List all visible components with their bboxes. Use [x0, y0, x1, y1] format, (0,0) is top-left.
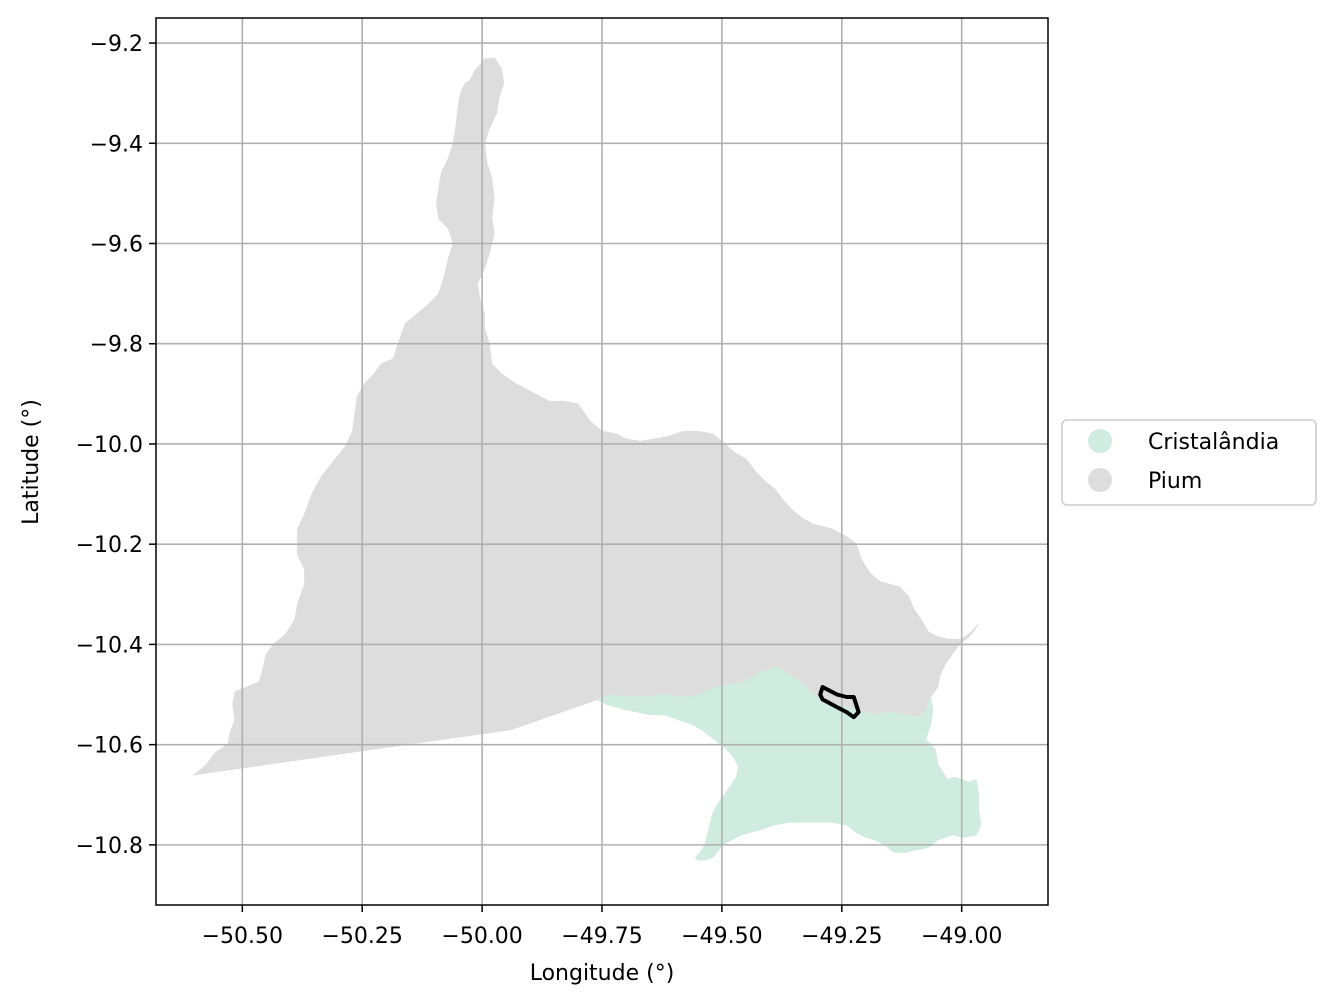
y-tick-label: −10.2	[76, 533, 143, 558]
x-axis-label: Longitude (°)	[530, 961, 675, 986]
grid-layer	[156, 18, 1048, 905]
y-tick-label: −10.6	[76, 734, 143, 759]
y-ticks: −9.2 −9.4 −9.6 −9.8 −10.0 −10.2 −10.4 −10.6 −10.…	[76, 32, 156, 859]
region-cristalandia	[595, 666, 982, 861]
y-tick-label: −9.6	[90, 233, 143, 258]
legend-label-pium: Pium	[1148, 469, 1202, 494]
x-tick-label: −50.25	[322, 924, 403, 949]
regions-layer	[192, 57, 982, 861]
legend: Cristalândia Pium	[1061, 419, 1317, 506]
legend-label-cristalandia: Cristalândia	[1148, 430, 1279, 455]
legend-box	[1061, 419, 1317, 506]
x-tick-label: −49.75	[561, 924, 642, 949]
y-tick-label: −10.0	[76, 433, 143, 458]
y-tick-label: −10.4	[76, 633, 143, 658]
x-tick-label: −49.00	[921, 924, 1002, 949]
y-tick-label: −9.4	[90, 132, 143, 157]
x-tick-label: −50.00	[441, 924, 522, 949]
y-tick-label: −10.8	[76, 834, 143, 859]
y-axis-label: Latitude (°)	[19, 399, 44, 525]
highlight-outline-layer	[818, 685, 861, 720]
x-tick-label: −50.50	[202, 924, 283, 949]
y-tick-label: −9.8	[90, 333, 143, 358]
highlight-outline	[818, 685, 861, 720]
legend-marker-cristalandia	[1088, 429, 1112, 453]
x-ticks: −50.50 −50.25 −50.00 −49.75 −49.50 −49.25 −49.…	[202, 905, 1002, 949]
legend-marker-pium	[1088, 468, 1112, 492]
y-tick-label: −9.2	[90, 32, 143, 57]
x-tick-label: −49.50	[681, 924, 762, 949]
x-tick-label: −49.25	[801, 924, 882, 949]
